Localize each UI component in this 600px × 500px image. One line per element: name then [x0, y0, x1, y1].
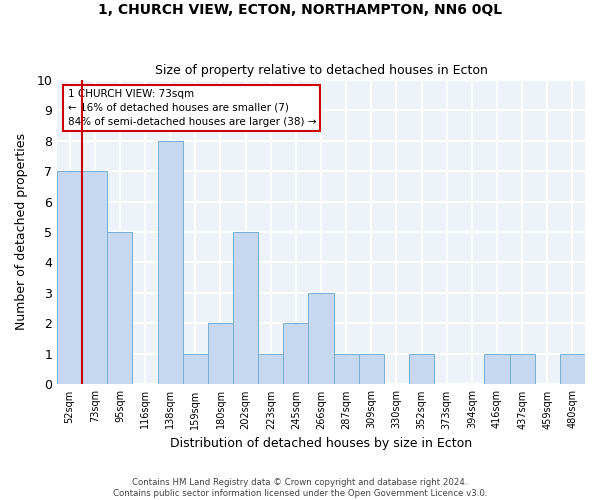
Bar: [308, 293, 334, 384]
Bar: [509, 354, 535, 384]
Bar: [283, 324, 308, 384]
Text: 1, CHURCH VIEW, ECTON, NORTHAMPTON, NN6 0QL: 1, CHURCH VIEW, ECTON, NORTHAMPTON, NN6 …: [98, 2, 502, 16]
Bar: [107, 232, 133, 384]
Text: 1 CHURCH VIEW: 73sqm
← 16% of detached houses are smaller (7)
84% of semi-detach: 1 CHURCH VIEW: 73sqm ← 16% of detached h…: [68, 88, 316, 126]
Bar: [158, 140, 183, 384]
Bar: [334, 354, 359, 384]
Bar: [560, 354, 585, 384]
Text: Contains HM Land Registry data © Crown copyright and database right 2024.
Contai: Contains HM Land Registry data © Crown c…: [113, 478, 487, 498]
Bar: [409, 354, 434, 384]
Bar: [82, 171, 107, 384]
X-axis label: Distribution of detached houses by size in Ecton: Distribution of detached houses by size …: [170, 437, 472, 450]
Bar: [208, 324, 233, 384]
Y-axis label: Number of detached properties: Number of detached properties: [15, 134, 28, 330]
Title: Size of property relative to detached houses in Ecton: Size of property relative to detached ho…: [155, 64, 487, 77]
Bar: [183, 354, 208, 384]
Bar: [233, 232, 258, 384]
Bar: [359, 354, 384, 384]
Bar: [57, 171, 82, 384]
Bar: [258, 354, 283, 384]
Bar: [484, 354, 509, 384]
